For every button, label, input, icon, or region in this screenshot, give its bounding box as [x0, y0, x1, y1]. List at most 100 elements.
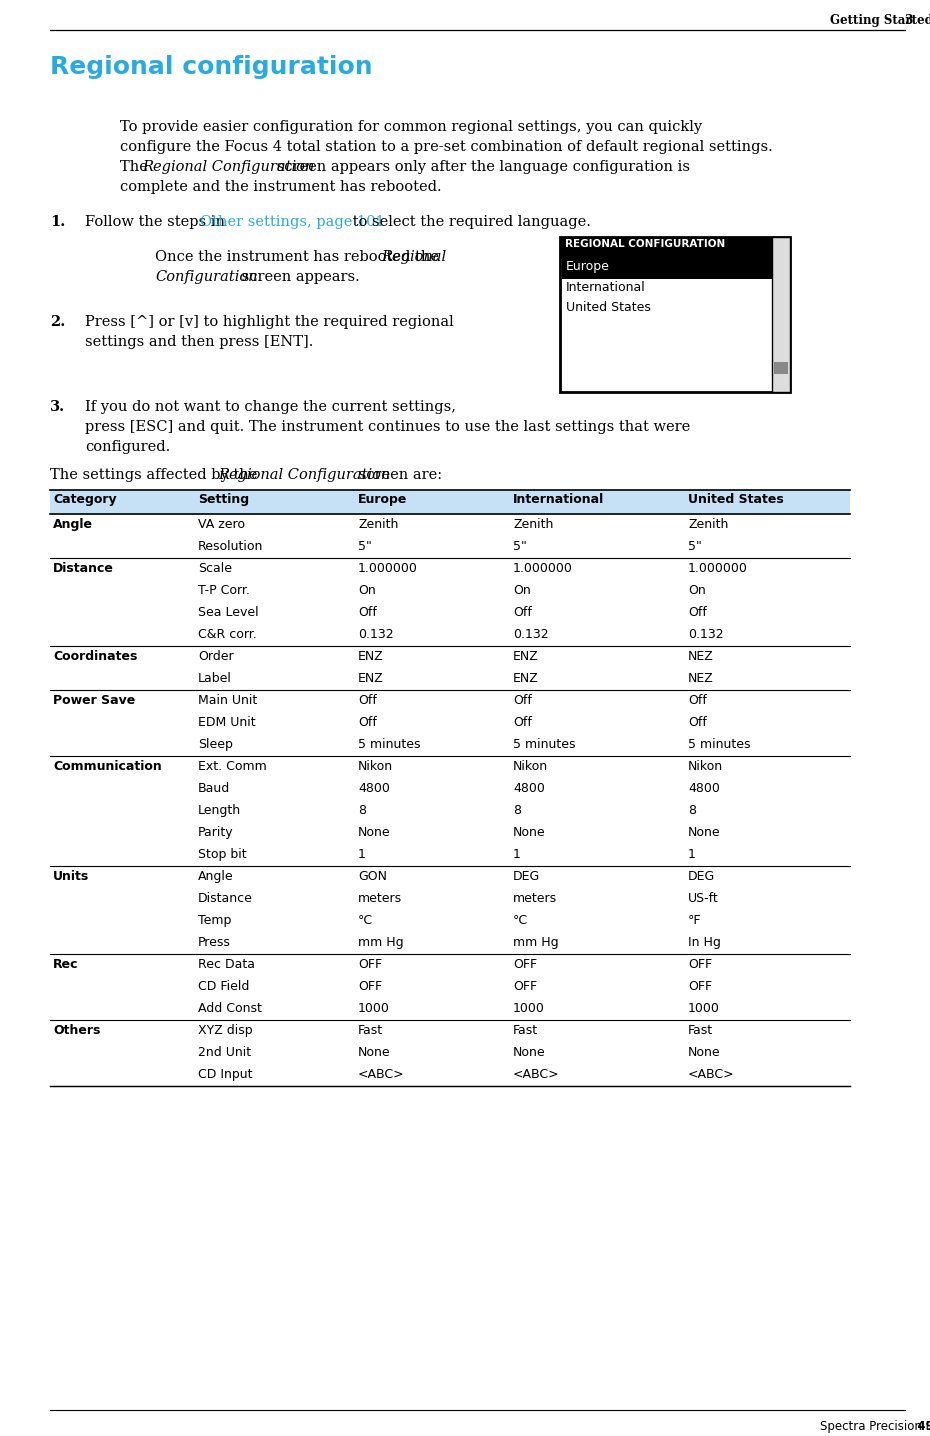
Text: Main Unit: Main Unit: [198, 694, 258, 707]
Text: Stop bit: Stop bit: [198, 849, 246, 862]
Text: REGIONAL CONFIGURATION: REGIONAL CONFIGURATION: [565, 238, 725, 248]
Text: OFF: OFF: [358, 958, 382, 971]
Text: The: The: [120, 159, 153, 174]
Text: Fast: Fast: [688, 1024, 713, 1037]
Text: 1000: 1000: [513, 1002, 545, 1015]
Text: 0.132: 0.132: [513, 628, 549, 640]
Text: Off: Off: [688, 694, 707, 707]
Text: complete and the instrument has rebooted.: complete and the instrument has rebooted…: [120, 180, 442, 194]
Text: Off: Off: [513, 717, 532, 729]
Text: Sea Level: Sea Level: [198, 606, 259, 619]
Text: OFF: OFF: [358, 979, 382, 994]
Text: press [ESC] and quit. The instrument continues to use the last settings that wer: press [ESC] and quit. The instrument con…: [85, 419, 690, 434]
Text: Once the instrument has rebooted the: Once the instrument has rebooted the: [155, 250, 444, 264]
Text: DEG: DEG: [688, 870, 715, 883]
Text: meters: meters: [513, 892, 557, 905]
Text: OFF: OFF: [688, 979, 712, 994]
Text: Nikon: Nikon: [358, 760, 393, 773]
Text: Regional Configuration: Regional Configuration: [142, 159, 314, 174]
Text: meters: meters: [358, 892, 402, 905]
Text: OFF: OFF: [513, 979, 538, 994]
Bar: [560, 237, 790, 258]
Text: Temp: Temp: [198, 913, 232, 928]
Text: If you do not want to change the current settings,: If you do not want to change the current…: [85, 401, 456, 414]
Text: Label: Label: [198, 672, 232, 685]
Text: Zenith: Zenith: [688, 518, 728, 531]
Text: 1.000000: 1.000000: [513, 561, 573, 574]
Text: GON: GON: [358, 870, 387, 883]
Text: ENZ: ENZ: [513, 672, 538, 685]
Text: In Hg: In Hg: [688, 936, 721, 949]
Bar: [774, 362, 788, 373]
Text: Nikon: Nikon: [513, 760, 548, 773]
Text: OFF: OFF: [513, 958, 538, 971]
Text: Others: Others: [53, 1024, 100, 1037]
Text: 4800: 4800: [358, 783, 390, 796]
Text: Parity: Parity: [198, 826, 233, 839]
Text: Off: Off: [358, 606, 377, 619]
Text: OFF: OFF: [688, 958, 712, 971]
Text: None: None: [688, 1045, 721, 1058]
Text: Baud: Baud: [198, 783, 231, 796]
Text: 1: 1: [688, 849, 696, 862]
Text: The settings affected by the: The settings affected by the: [50, 468, 262, 482]
Text: Spectra Precision Focus 4 Total Station User Guide: Spectra Precision Focus 4 Total Station …: [820, 1420, 930, 1433]
Text: 1: 1: [513, 849, 521, 862]
Text: NEZ: NEZ: [688, 672, 713, 685]
Text: 5": 5": [688, 540, 702, 553]
Text: 5 minutes: 5 minutes: [358, 738, 420, 751]
Text: Regional: Regional: [381, 250, 446, 264]
Text: 4800: 4800: [688, 783, 720, 796]
Text: Off: Off: [688, 717, 707, 729]
Text: 5 minutes: 5 minutes: [513, 738, 576, 751]
Text: Off: Off: [513, 694, 532, 707]
Bar: [50, 490, 850, 514]
Text: 1.: 1.: [50, 215, 65, 228]
Text: mm Hg: mm Hg: [358, 936, 404, 949]
Text: On: On: [513, 584, 531, 597]
Text: Zenith: Zenith: [358, 518, 398, 531]
Text: 5": 5": [358, 540, 372, 553]
Text: Off: Off: [358, 717, 377, 729]
Text: Setting: Setting: [198, 493, 249, 505]
Text: °C: °C: [513, 913, 528, 928]
Bar: [560, 237, 790, 392]
Text: mm Hg: mm Hg: [513, 936, 559, 949]
Text: 3: 3: [904, 14, 912, 27]
Text: 3.: 3.: [50, 401, 65, 414]
Text: Other settings, page 101: Other settings, page 101: [200, 215, 385, 228]
Text: <ABC>: <ABC>: [513, 1068, 560, 1081]
Text: °F: °F: [688, 913, 701, 928]
Text: C&R corr.: C&R corr.: [198, 628, 257, 640]
Text: screen are:: screen are:: [354, 468, 442, 482]
Text: Getting Started: Getting Started: [830, 14, 930, 27]
Text: Zenith: Zenith: [513, 518, 553, 531]
Text: 8: 8: [513, 804, 521, 817]
Text: 1: 1: [358, 849, 365, 862]
Text: 1000: 1000: [358, 1002, 390, 1015]
Text: Power Save: Power Save: [53, 694, 135, 707]
Text: CD Input: CD Input: [198, 1068, 253, 1081]
Text: On: On: [688, 584, 706, 597]
Text: Europe: Europe: [566, 260, 610, 273]
Text: T-P Corr.: T-P Corr.: [198, 584, 250, 597]
Text: International: International: [566, 281, 645, 294]
Text: Length: Length: [198, 804, 241, 817]
Text: EDM Unit: EDM Unit: [198, 717, 256, 729]
Text: 1.000000: 1.000000: [358, 561, 418, 574]
Text: Scale: Scale: [198, 561, 232, 574]
Text: ENZ: ENZ: [358, 672, 384, 685]
Text: Nikon: Nikon: [688, 760, 724, 773]
Text: °C: °C: [358, 913, 373, 928]
Text: <ABC>: <ABC>: [688, 1068, 735, 1081]
Text: DEG: DEG: [513, 870, 540, 883]
Text: Configuration: Configuration: [155, 270, 258, 284]
Text: 1.000000: 1.000000: [688, 561, 748, 574]
Text: configured.: configured.: [85, 439, 170, 454]
Text: Category: Category: [53, 493, 116, 505]
Bar: [772, 237, 790, 392]
Text: to select the required language.: to select the required language.: [348, 215, 591, 228]
Text: Distance: Distance: [198, 892, 253, 905]
Text: Regional configuration: Regional configuration: [50, 55, 373, 79]
Text: Angle: Angle: [198, 870, 233, 883]
